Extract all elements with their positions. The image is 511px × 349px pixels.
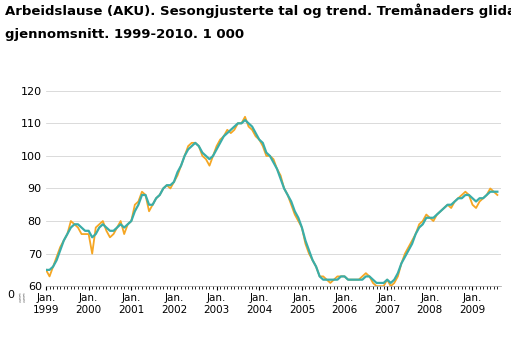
Text: 0: 0 (7, 290, 14, 300)
Text: gjennomsnitt. 1999-2010. 1 000: gjennomsnitt. 1999-2010. 1 000 (5, 28, 244, 41)
Trend (43, 268, 49, 272)
Trend (480, 196, 486, 200)
Trend (494, 190, 500, 194)
Trend (374, 281, 380, 285)
Trend (281, 186, 287, 191)
Trend (153, 196, 159, 200)
Sesongjustert (374, 284, 380, 288)
Sesongjustert (210, 154, 216, 158)
Sesongjustert (437, 209, 444, 213)
Line: Trend: Trend (46, 120, 497, 283)
Trend (242, 118, 248, 122)
Sesongjustert (281, 186, 287, 191)
Sesongjustert (242, 115, 248, 119)
Text: /: / (16, 293, 24, 304)
Line: Sesongjustert: Sesongjustert (46, 117, 497, 286)
Sesongjustert (153, 196, 159, 200)
Sesongjustert (228, 131, 234, 135)
Text: Arbeidslause (AKU). Sesongjusterte tal og trend. Tremånaders glidande: Arbeidslause (AKU). Sesongjusterte tal o… (5, 3, 511, 18)
Sesongjustert (43, 268, 49, 272)
Text: /: / (21, 293, 28, 304)
Trend (437, 209, 444, 213)
Trend (228, 128, 234, 132)
Trend (210, 154, 216, 158)
Sesongjustert (480, 196, 486, 200)
Sesongjustert (494, 193, 500, 197)
